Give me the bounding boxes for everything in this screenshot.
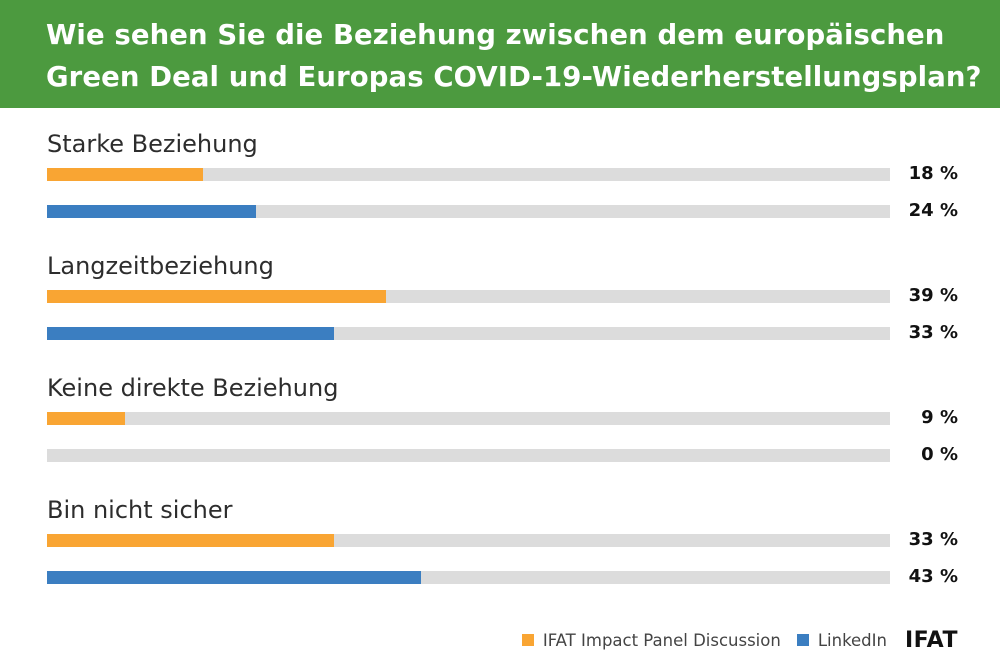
bar-track [47, 205, 890, 218]
legend-label-ifat: IFAT Impact Panel Discussion [542, 630, 781, 650]
bar-ifat-langzeitbeziehung [47, 290, 386, 303]
chart-title: Wie sehen Sie die Beziehung zwischen dem… [46, 19, 982, 93]
value-label-ifat-bin-nicht-sicher: 33 % [908, 529, 958, 550]
bar-track [47, 168, 890, 181]
bar-ifat-bin-nicht-sicher [47, 534, 334, 547]
bar-ifat-keine-direkte-beziehung [47, 412, 126, 425]
bar-ifat-starke-beziehung [47, 168, 204, 181]
category-label-starke-beziehung: Starke Beziehung [47, 130, 258, 158]
bar-linkedin-starke-beziehung [47, 205, 256, 218]
bar-chart: Starke Beziehung 18 % 24 % Langzeitbeziehun… [0, 108, 1000, 608]
bar-linkedin-bin-nicht-sicher [47, 571, 421, 584]
legend-entry-ifat: IFAT Impact Panel Discussion [521, 630, 781, 650]
value-label-ifat-keine-direkte-beziehung: 9 % [921, 407, 958, 428]
bar-track [47, 449, 890, 462]
bar-track [47, 290, 890, 303]
bar-track [47, 327, 890, 340]
value-label-ifat-langzeitbeziehung: 39 % [908, 285, 958, 306]
ifat-logo: IFAT [904, 627, 958, 653]
legend-swatch-ifat [521, 634, 534, 646]
value-label-linkedin-starke-beziehung: 24 % [908, 200, 958, 221]
bar-track [47, 571, 890, 584]
legend-entry-linkedin: LinkedIn [796, 630, 887, 650]
value-label-linkedin-bin-nicht-sicher: 43 % [908, 566, 958, 587]
bar-linkedin-langzeitbeziehung [47, 327, 334, 340]
value-label-ifat-starke-beziehung: 18 % [908, 163, 958, 184]
category-label-bin-nicht-sicher: Bin nicht sicher [47, 496, 233, 524]
legend-swatch-linkedin [796, 634, 809, 646]
value-label-linkedin-keine-direkte-beziehung: 0 % [921, 444, 958, 465]
value-label-linkedin-langzeitbeziehung: 33 % [908, 322, 958, 343]
legend: IFAT Impact Panel Discussion LinkedIn IF… [521, 626, 958, 654]
bar-track [47, 412, 890, 425]
category-label-keine-direkte-beziehung: Keine direkte Beziehung [47, 374, 339, 402]
chart-header: Wie sehen Sie die Beziehung zwischen dem… [0, 0, 1000, 108]
legend-label-linkedin: LinkedIn [817, 630, 887, 650]
category-label-langzeitbeziehung: Langzeitbeziehung [47, 252, 274, 280]
bar-track [47, 534, 890, 547]
